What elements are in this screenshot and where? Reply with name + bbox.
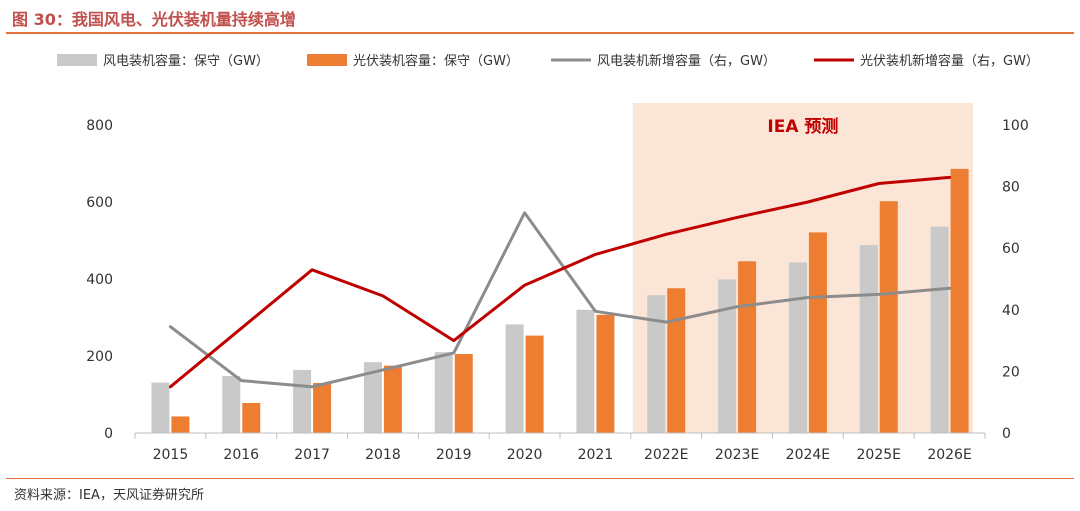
x-tick-label-2016: 2016 (223, 447, 259, 463)
bar-wind-2023E (718, 279, 737, 433)
y-left-tick-0: 0 (104, 426, 113, 442)
bar-solar-2022E (667, 288, 686, 433)
y-left-tick-600: 600 (86, 195, 113, 211)
legend-solar-new-label: 光伏装机新增容量（右，GW） (860, 53, 1039, 69)
x-tick-label-2018: 2018 (365, 447, 401, 463)
legend-wind-capacity-swatch (57, 54, 97, 66)
bar-wind-2022E (647, 295, 666, 433)
y-left-tick-200: 200 (86, 349, 113, 365)
x-tick-label-2021: 2021 (578, 447, 614, 463)
bar-wind-2018 (363, 362, 382, 433)
x-tick-label-2017: 2017 (294, 447, 330, 463)
legend-solar-new: 光伏装机新增容量（右，GW） (814, 53, 1039, 69)
bar-solar-2023E (738, 261, 757, 433)
legend-solar-capacity-label: 光伏装机容量：保守（GW） (353, 53, 519, 69)
y-right-tick-0: 0 (1002, 426, 1011, 442)
bar-wind-2020 (505, 324, 524, 433)
line-wind-new (168, 211, 952, 389)
bar-wind-2025E (859, 245, 878, 433)
x-tick-label-2024E: 2024E (786, 447, 830, 463)
bar-solar-2025E (879, 201, 898, 433)
x-tick-label-2025E: 2025E (857, 447, 901, 463)
bar-solar-2018 (383, 365, 402, 433)
bar-wind-2024E (788, 262, 807, 433)
lines (168, 175, 952, 389)
y-right-tick-60: 60 (1002, 241, 1020, 257)
bar-solar-2019 (454, 354, 473, 433)
bar-wind-2026E (930, 226, 949, 433)
bar-wind-2017 (293, 369, 312, 433)
legend-solar-capacity-swatch (307, 54, 347, 66)
legend-wind-new-label: 风电装机新增容量（右，GW） (597, 53, 776, 69)
legend: 风电装机容量：保守（GW） 光伏装机容量：保守（GW） 风电装机新增容量（右，GW）… (57, 53, 1039, 69)
x-tick-label-2026E: 2026E (927, 447, 971, 463)
bar-solar-2026E (950, 168, 969, 433)
x-tick-label-2023E: 2023E (715, 447, 759, 463)
legend-wind-new: 风电装机新增容量（右，GW） (551, 53, 776, 69)
bar-solar-2021 (596, 314, 615, 433)
x-tick-label-2022E: 2022E (644, 447, 688, 463)
axes: 2015 2016 2017 2018 2019 2020 2021 2022E 2023E 20… (86, 118, 1028, 463)
x-tick-label-2020: 2020 (507, 447, 543, 463)
bar-solar-2016 (242, 402, 261, 433)
y-left-tick-800: 800 (86, 118, 113, 134)
y-right-tick-40: 40 (1002, 303, 1020, 319)
y-left-tick-400: 400 (86, 272, 113, 288)
title-rule (6, 32, 1074, 34)
bar-wind-2019 (434, 352, 453, 433)
bar-wind-2016 (222, 376, 241, 433)
forecast-label: IEA 预测 (767, 116, 838, 137)
x-tick-label-2015: 2015 (153, 447, 189, 463)
x-tick-label-2019: 2019 (436, 447, 472, 463)
line-solar-new (168, 175, 952, 389)
bar-wind-2021 (576, 309, 595, 433)
y-right-tick-80: 80 (1002, 180, 1020, 196)
bar-solar-2017 (313, 382, 332, 433)
bar-solar-2015 (171, 416, 190, 433)
legend-wind-capacity: 风电装机容量：保守（GW） (57, 53, 269, 69)
y-right-tick-100: 100 (1002, 118, 1029, 134)
bar-solar-2020 (525, 335, 544, 433)
bar-solar-2024E (808, 232, 827, 433)
figure-title: 图 30：我国风电、光伏装机量持续高增 (12, 10, 296, 29)
source-rule (6, 478, 1074, 479)
legend-solar-capacity: 光伏装机容量：保守（GW） (307, 53, 519, 69)
legend-wind-capacity-label: 风电装机容量：保守（GW） (103, 53, 269, 69)
source-note: 资料来源：IEA，天风证券研究所 (14, 488, 204, 503)
bar-wind-2015 (151, 382, 170, 433)
y-right-tick-20: 20 (1002, 364, 1020, 380)
